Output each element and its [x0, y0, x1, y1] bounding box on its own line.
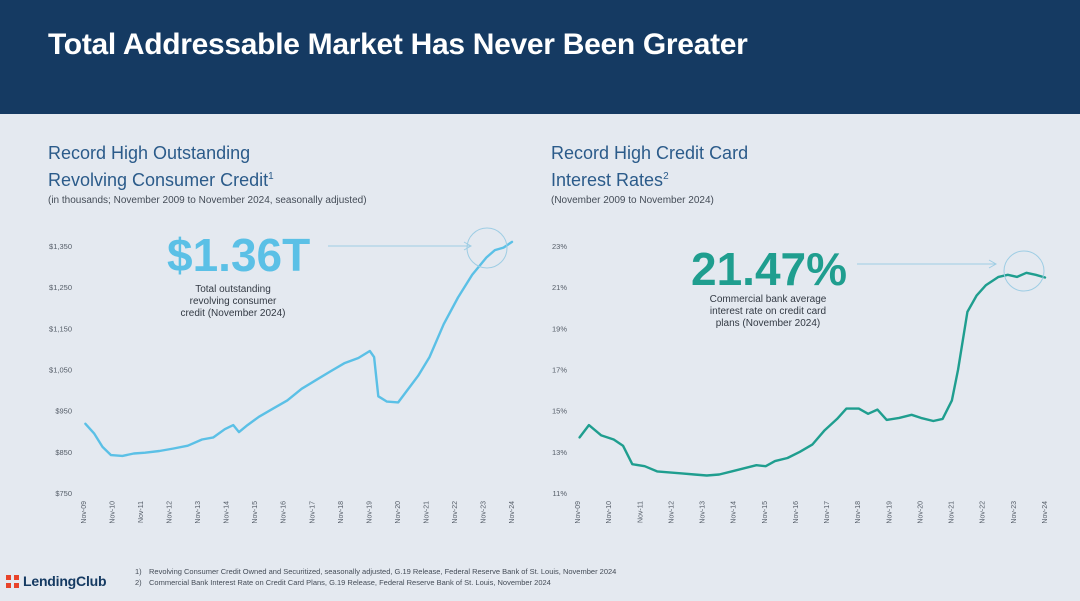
left-y-tick-label: $850 — [55, 448, 72, 457]
right-x-tick-label: Nov-14 — [731, 501, 738, 524]
right-title-line1: Record High Credit Card — [551, 143, 749, 163]
left-chart-title: Record High Outstanding Revolving Consum… — [48, 142, 274, 192]
right-x-tick-label: Nov-23 — [1011, 501, 1018, 524]
lendingclub-logo: LendingClub — [6, 572, 107, 590]
right-x-tick-label: Nov-11 — [637, 501, 644, 523]
left-y-tick-label: $950 — [55, 407, 72, 416]
left-x-tick-label: Nov-15 — [252, 501, 259, 524]
right-x-tick-label: Nov-12 — [668, 501, 675, 524]
footnote-2: 2) Commercial Bank Interest Rate on Credi… — [135, 578, 551, 587]
left-x-tick-label: Nov-09 — [81, 501, 88, 524]
slide-title: Total Addressable Market Has Never Been … — [48, 28, 748, 61]
right-y-tick-label: 21% — [552, 283, 567, 292]
right-y-tick-label: 11% — [553, 489, 568, 498]
slide-header: Total Addressable Market Has Never Been … — [0, 0, 1080, 114]
left-x-tick-label: Nov-24 — [509, 501, 516, 524]
left-title-footnote-ref: 1 — [268, 171, 274, 182]
right-x-tick-label: Nov-15 — [762, 501, 769, 524]
right-big-value: 21.47% — [691, 243, 848, 295]
lendingclub-logo-text: LendingClub — [23, 573, 107, 589]
footnote-1: 1) Revolving Consumer Credit Owned and Se… — [135, 567, 617, 576]
left-x-tick-label: Nov-13 — [195, 501, 202, 524]
right-callout-line2: interest rate on credit card — [709, 306, 827, 317]
left-series-line — [84, 240, 514, 458]
left-y-tick-label: $1,250 — [49, 283, 72, 292]
left-callout-line1: Total outstanding — [195, 284, 271, 295]
right-y-tick-label: 13% — [552, 448, 567, 457]
right-title-line2: Interest Rates2 — [551, 170, 669, 190]
left-callout-line2: revolving consumer — [189, 296, 277, 307]
left-x-tick-label: Nov-23 — [480, 501, 487, 524]
right-x-tick-label: Nov-20 — [917, 501, 924, 524]
left-callout-line3: credit (November 2024) — [180, 308, 286, 319]
right-x-tick-label: Nov-13 — [700, 501, 707, 524]
right-title-footnote-ref: 2 — [663, 171, 669, 182]
right-y-tick-label: 15% — [552, 407, 567, 416]
left-x-tick-label: Nov-16 — [281, 501, 288, 524]
right-chart-title: Record High Credit Card Interest Rates2 — [551, 142, 748, 192]
left-title-line1: Record High Outstanding — [48, 143, 251, 163]
right-callout-line3: plans (November 2024) — [715, 318, 821, 329]
left-x-tick-label: Nov-17 — [309, 501, 316, 524]
left-callout-arrowhead — [463, 241, 473, 251]
left-x-tick-label: Nov-14 — [224, 501, 231, 524]
right-x-tick-label: Nov-22 — [980, 501, 987, 524]
lendingclub-logo-icon — [6, 574, 19, 588]
right-callout-arrowhead — [988, 259, 998, 269]
left-y-tick-label: $1,150 — [49, 324, 72, 333]
left-x-tick-label: Nov-21 — [423, 501, 430, 524]
left-big-value: $1.36T — [167, 229, 311, 281]
left-y-tick-label: $1,350 — [49, 242, 72, 251]
left-title-line2: Revolving Consumer Credit1 — [48, 170, 274, 190]
right-y-tick-label: 23% — [552, 242, 567, 251]
right-series-line — [578, 271, 1047, 477]
left-callout-circle — [466, 227, 508, 269]
left-callout: Total outstanding revolving consumer cre… — [158, 284, 308, 320]
left-chart-subtitle: (in thousands; November 2009 to November… — [48, 195, 367, 206]
right-x-tick-label: Nov-17 — [824, 501, 831, 524]
right-callout-circle — [1003, 250, 1045, 292]
right-callout-line1: Commercial bank average — [709, 294, 827, 305]
right-x-tick-label: Nov-19 — [886, 501, 893, 524]
left-x-tick-label: Nov-12 — [167, 501, 174, 524]
left-x-tick-label: Nov-11 — [138, 501, 145, 523]
footnotes: 1) Revolving Consumer Credit Owned and Se… — [135, 566, 616, 588]
right-y-tick-label: 17% — [552, 366, 567, 375]
left-y-tick-label: $1,050 — [49, 366, 72, 375]
right-callout: Commercial bank average interest rate on… — [683, 294, 853, 330]
left-x-tick-label: Nov-20 — [395, 501, 402, 524]
left-x-tick-label: Nov-22 — [452, 501, 459, 524]
left-x-tick-label: Nov-10 — [110, 501, 117, 524]
right-x-tick-label: Nov-21 — [949, 501, 956, 524]
left-x-tick-label: Nov-18 — [338, 501, 345, 524]
right-y-tick-label: 19% — [552, 324, 567, 333]
right-chart-subtitle: (November 2009 to November 2024) — [551, 195, 714, 206]
left-y-tick-label: $750 — [55, 489, 72, 498]
right-x-tick-label: Nov-16 — [793, 501, 800, 524]
right-x-tick-label: Nov-18 — [855, 501, 862, 524]
right-x-tick-label: Nov-24 — [1042, 501, 1049, 524]
right-x-tick-label: Nov-10 — [606, 501, 613, 524]
left-x-tick-label: Nov-19 — [366, 501, 373, 524]
right-x-tick-label: Nov-09 — [575, 501, 582, 524]
